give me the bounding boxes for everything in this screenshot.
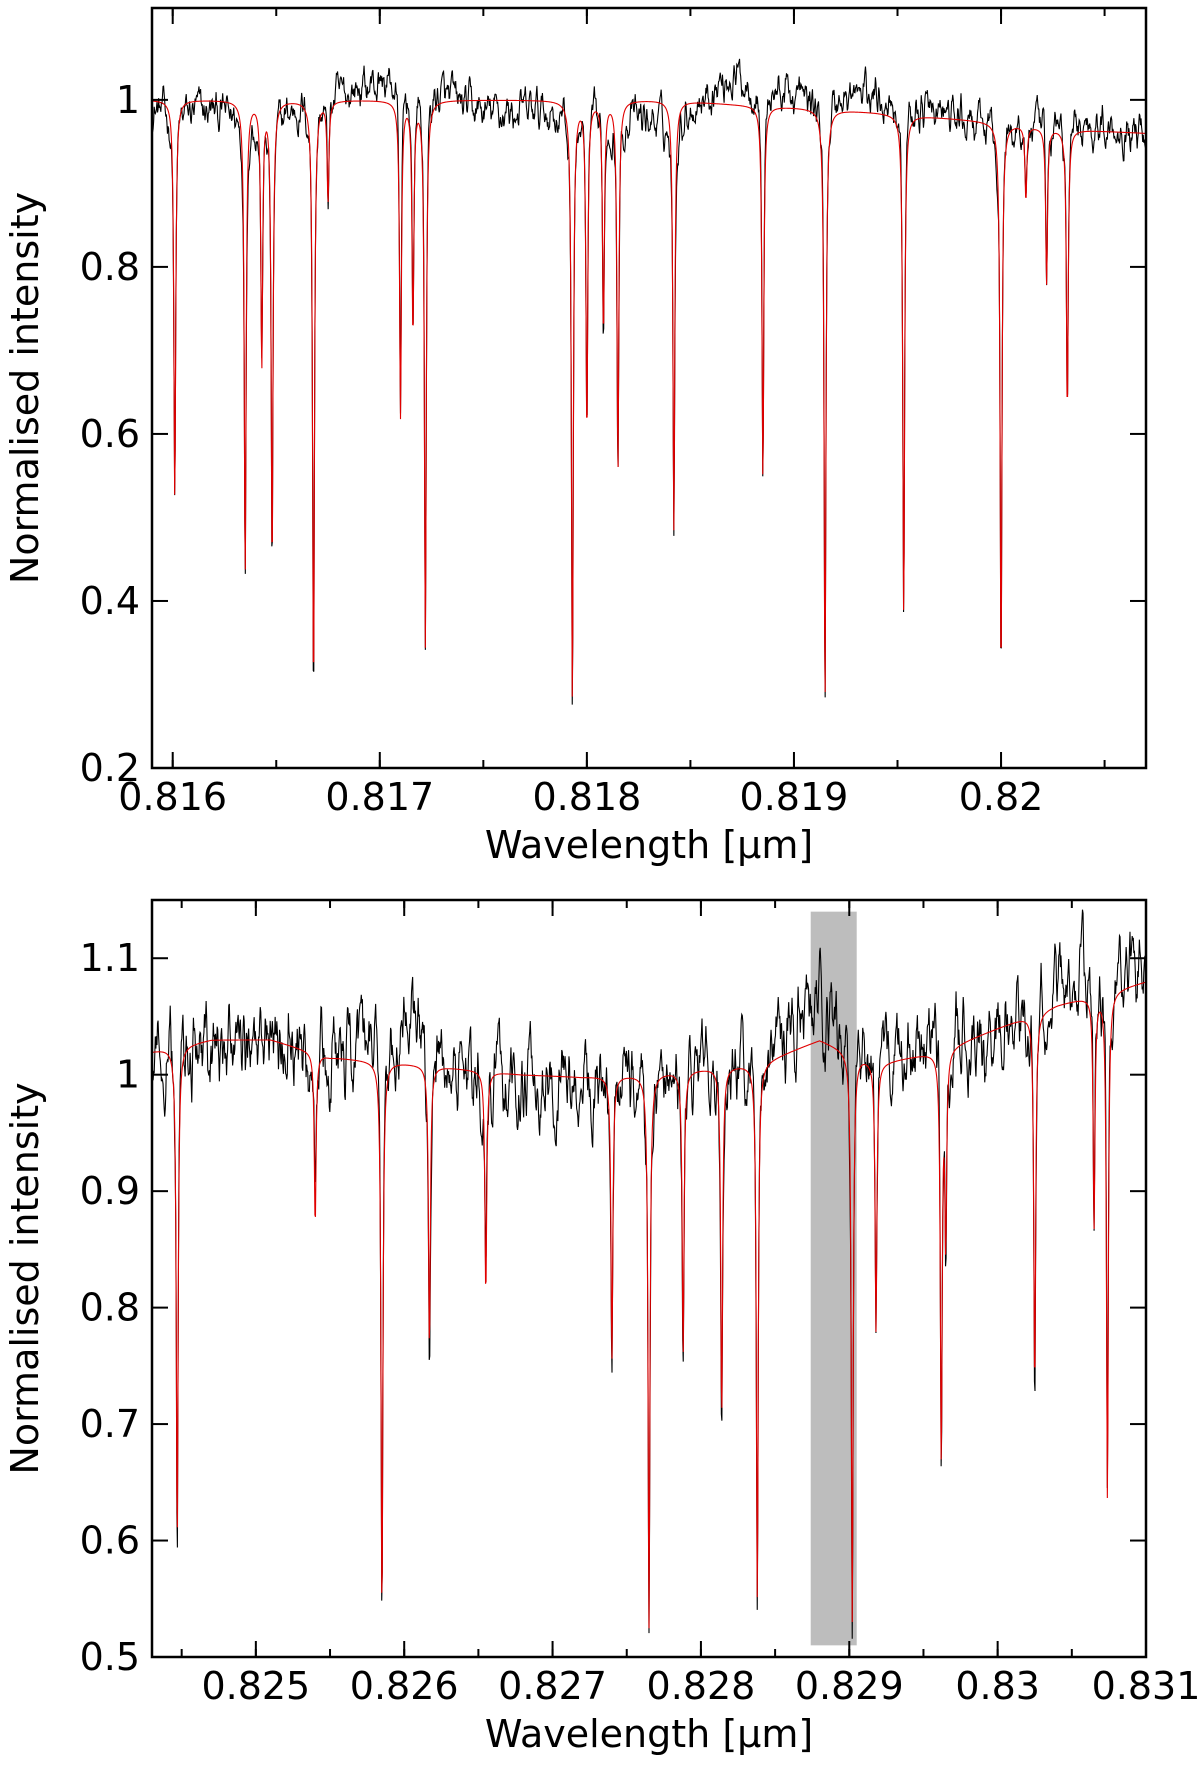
x-tick-label: 0.818	[532, 775, 641, 819]
x-tick-label: 0.827	[498, 1664, 607, 1708]
ticks-bottom: 0.825 0.826 0.827 0.828 0.829 0.83 0.831 0.5 0.6…	[80, 900, 1200, 1708]
x-tick-label: 0.826	[350, 1664, 459, 1708]
model-spectrum-line	[152, 99, 1146, 697]
y-tick-label: 0.5	[80, 1635, 140, 1679]
y-axis-title-bottom: Normalised intensity	[3, 1082, 47, 1474]
y-tick-label: 0.8	[80, 245, 140, 289]
x-tick-label: 0.819	[740, 775, 849, 819]
plot-frame-bottom	[150, 898, 1148, 1659]
x-tick-label: 0.828	[647, 1664, 756, 1708]
x-tick-label: 0.816	[118, 775, 227, 819]
spectrum-panel-top: 0.816 0.817 0.818 0.819 0.82 0.2 0.4 0.6 0.8 1 Wa…	[3, 6, 1148, 867]
y-tick-label: 0.6	[80, 412, 140, 456]
ticks-top: 0.816 0.817 0.818 0.819 0.82 0.2 0.4 0.6 0.8 1	[80, 8, 1146, 819]
y-tick-label: 0.7	[80, 1402, 140, 1446]
x-tick-label: 0.825	[201, 1664, 310, 1708]
masked-region-band	[810, 911, 857, 1646]
plot-frame-top	[150, 6, 1148, 770]
x-tick-label: 0.83	[955, 1664, 1040, 1708]
y-tick-label: 0.9	[80, 1169, 140, 1213]
y-tick-label: 0.6	[80, 1519, 140, 1563]
x-tick-label: 0.831	[1092, 1664, 1200, 1708]
x-tick-label: 0.817	[325, 775, 434, 819]
x-axis-title-top: Wavelength [μm]	[485, 823, 813, 867]
spectrum-panel-bottom: 0.825 0.826 0.827 0.828 0.829 0.83 0.831 0.5 0.6…	[3, 898, 1200, 1756]
y-tick-label: 0.8	[80, 1286, 140, 1330]
y-tick-label: 1	[116, 78, 140, 122]
plot-area-bottom	[152, 909, 1146, 1646]
x-tick-label: 0.829	[795, 1664, 904, 1708]
y-tick-label: 1	[116, 1053, 140, 1097]
x-tick-label: 0.82	[959, 775, 1044, 819]
model-spectrum-line	[152, 981, 1146, 1629]
x-axis-title-bottom: Wavelength [μm]	[485, 1712, 813, 1756]
y-tick-label: 1.1	[80, 936, 140, 980]
y-tick-label: 0.4	[80, 579, 140, 623]
y-tick-label: 0.2	[80, 746, 140, 790]
plot-area-top	[152, 58, 1146, 705]
y-axis-title-top: Normalised intensity	[3, 192, 47, 584]
